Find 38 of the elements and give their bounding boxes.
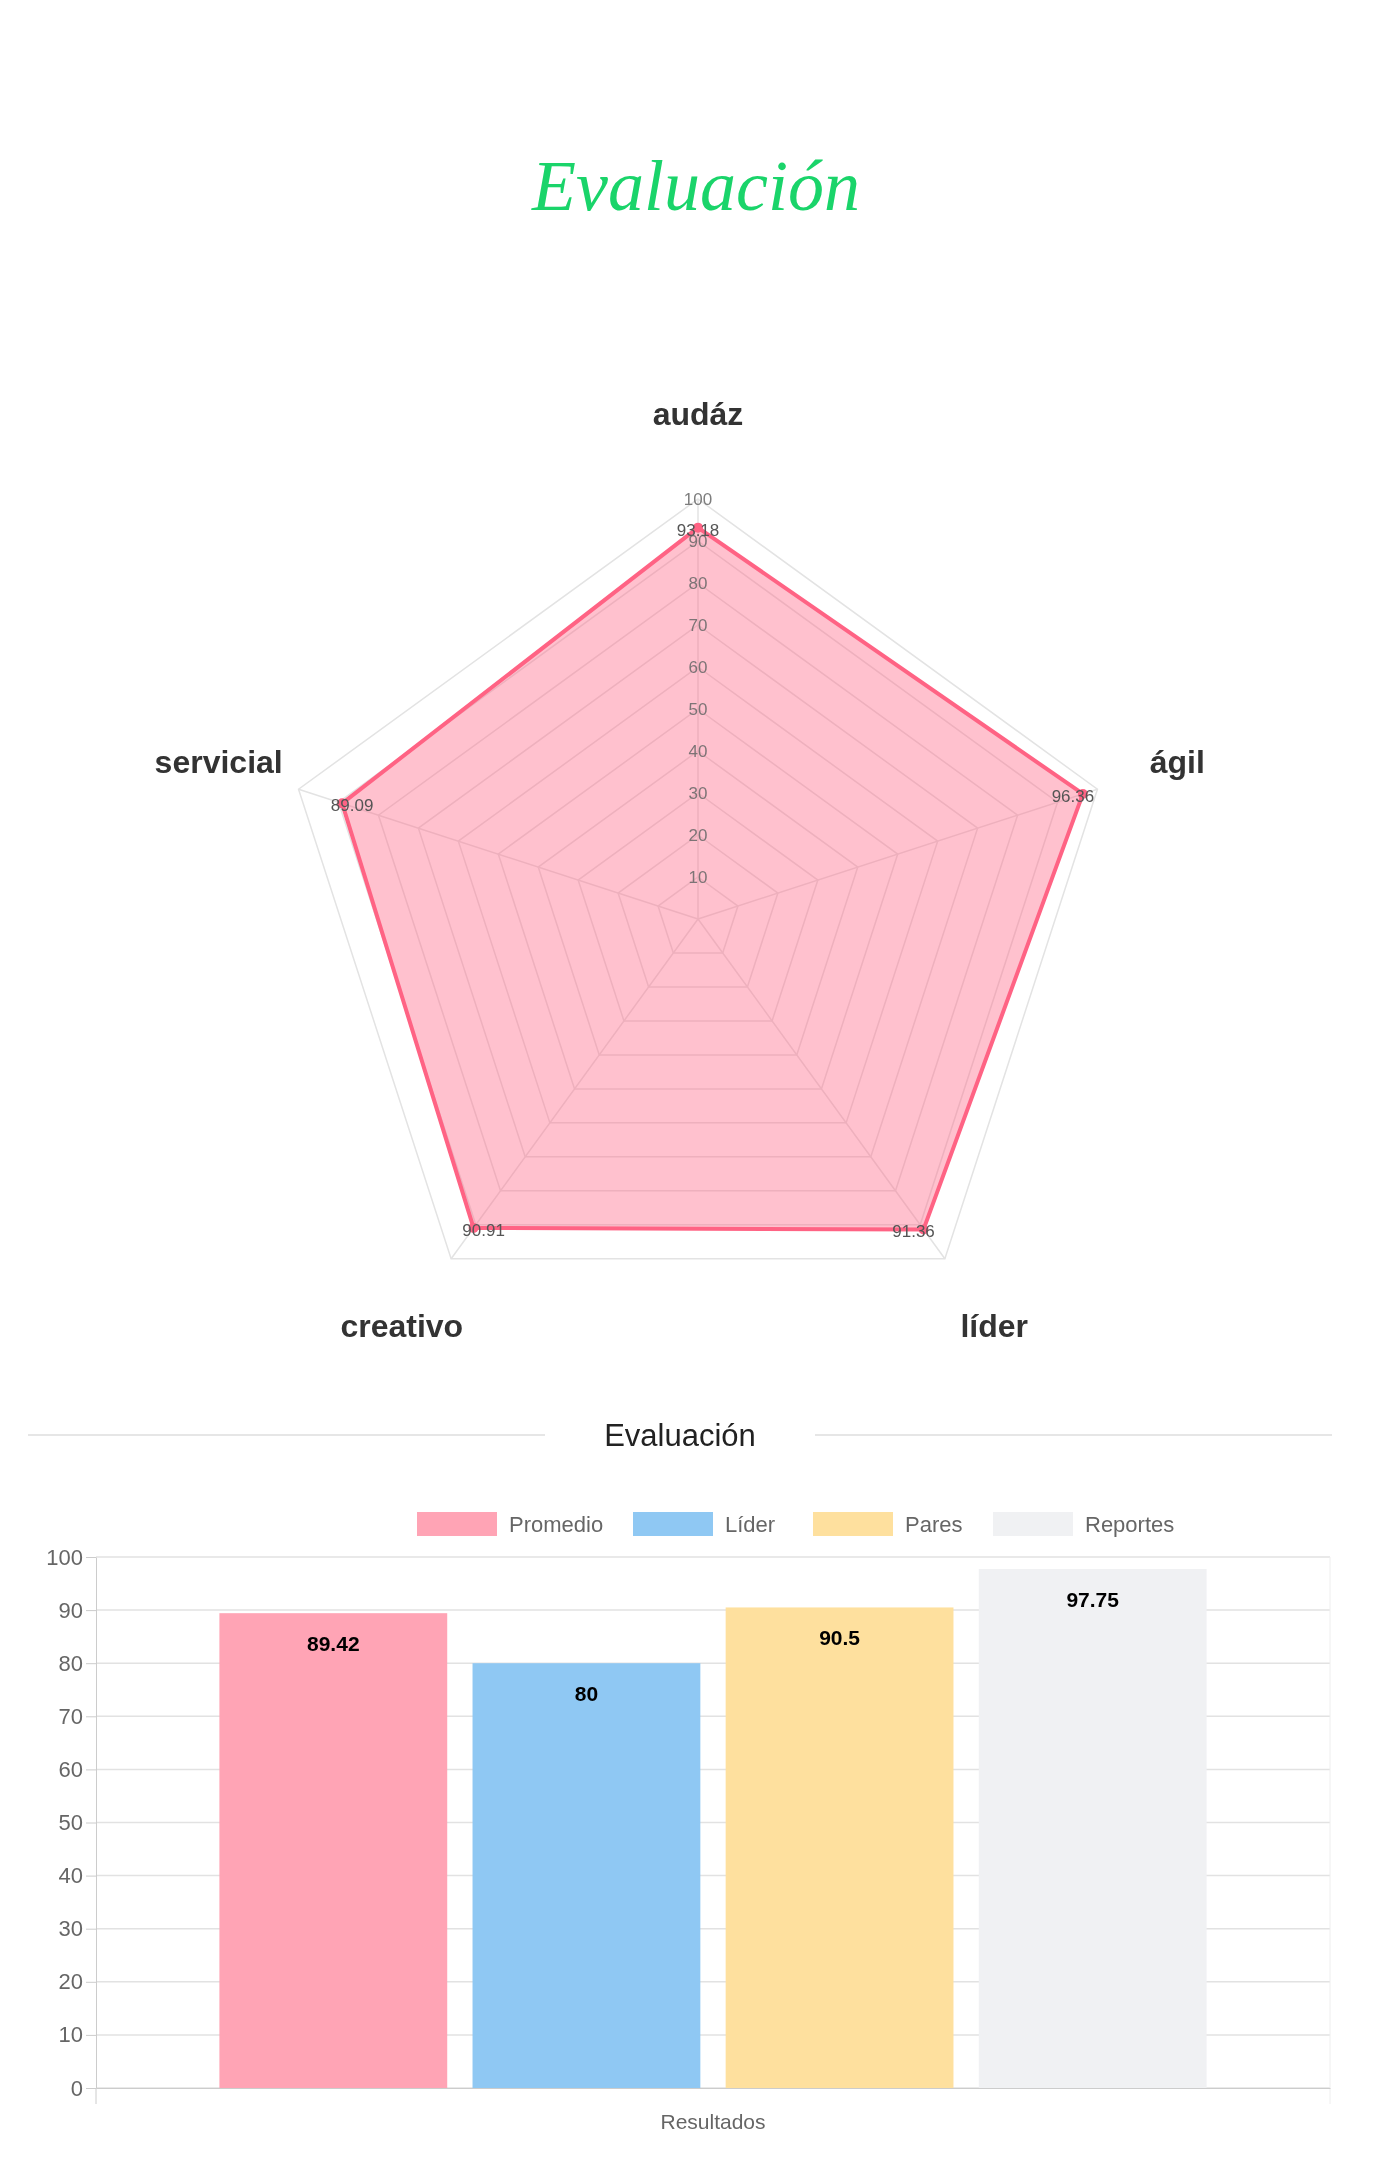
y-tick-label: 80	[688, 574, 708, 593]
y-tick-label: 70	[688, 616, 708, 635]
y-tick-label: 20	[58, 1969, 83, 1995]
y-tick-label: 30	[58, 1916, 83, 1942]
x-tick-label: Resultados	[660, 2109, 766, 2133]
y-tick-label: 10	[688, 868, 708, 887]
y-tick-label: 70	[58, 1703, 83, 1729]
y-tick-label: 50	[58, 1810, 83, 1836]
y-tick-label: 100	[46, 1544, 83, 1570]
chart-title: Evaluación	[604, 1418, 756, 1453]
legend-label: Pares	[905, 1512, 963, 1537]
chart-title: Evaluación	[531, 146, 860, 226]
spoke-label: líder	[960, 1307, 1029, 1344]
spoke-label: audáz	[652, 396, 744, 432]
data-label: 80	[574, 1682, 599, 1706]
data-label: 89.09	[330, 796, 374, 816]
y-tick-label: 80	[58, 1650, 83, 1676]
data-label: 89.42	[307, 1632, 360, 1656]
y-tick-label: 90	[58, 1597, 83, 1623]
y-tick-label: 40	[58, 1863, 83, 1889]
spoke-label: creativo	[340, 1307, 464, 1344]
y-tick-label: 30	[688, 784, 708, 803]
y-tick-label: 100	[683, 490, 713, 509]
legend-label: Líder	[725, 1512, 776, 1537]
legend-label: Reportes	[1085, 1512, 1175, 1537]
spoke-label: servicial	[154, 744, 283, 781]
y-tick-label: 50	[688, 700, 708, 719]
data-label: 90.5	[819, 1626, 861, 1650]
data-label: 96.36	[1051, 786, 1095, 806]
y-tick-label: 60	[688, 658, 708, 677]
y-tick-label: 20	[688, 826, 708, 845]
spoke-label: ágil	[1149, 744, 1205, 781]
y-tick-label: 40	[688, 742, 708, 761]
y-tick-label: 0	[70, 2075, 83, 2101]
y-tick-label: 10	[58, 2022, 83, 2048]
data-label: 97.75	[1066, 1587, 1120, 1611]
y-tick-label: 60	[58, 1756, 83, 1782]
legend-label: Promedio	[509, 1512, 604, 1537]
